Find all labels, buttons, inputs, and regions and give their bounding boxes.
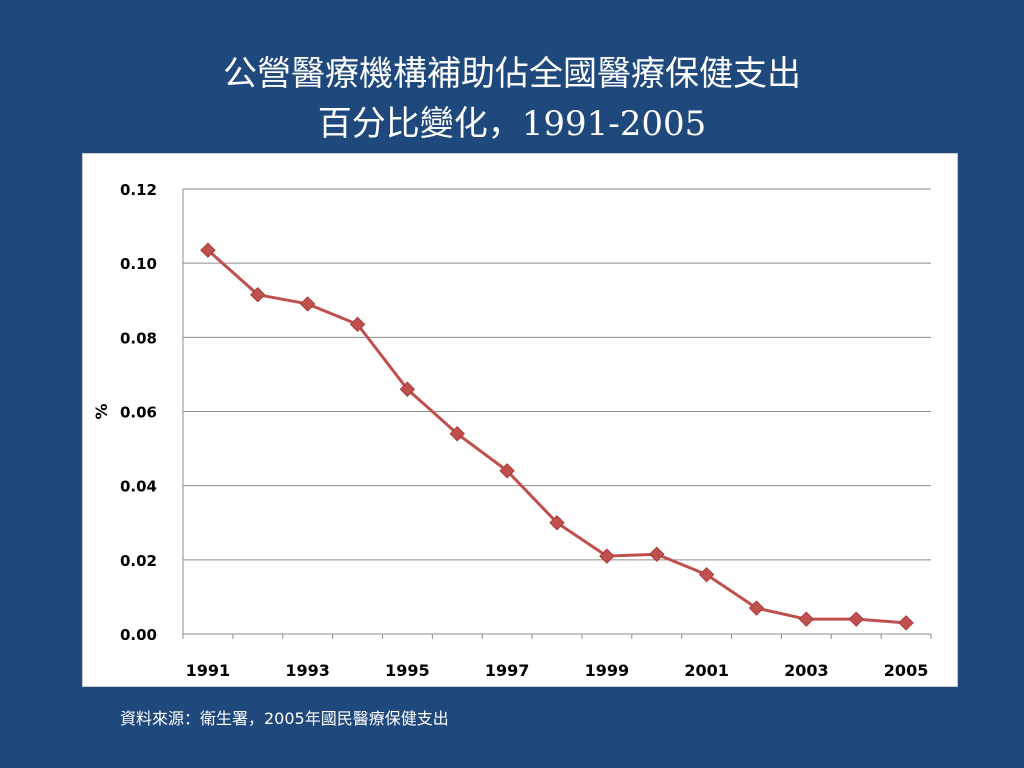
data-point-1992 — [250, 286, 266, 303]
data-point-1993 — [299, 296, 316, 312]
x-tick-label: 1991 — [186, 661, 231, 680]
data-point-1998 — [549, 515, 565, 531]
data-point-2005 — [898, 615, 914, 631]
data-point-1994 — [349, 316, 366, 333]
x-tick-label: 2003 — [784, 661, 829, 680]
y-tick-label: 0.02 — [120, 552, 157, 570]
y-tick-label: 0.12 — [120, 181, 157, 199]
line-chart: 0.00 0.02 0.04 0.06 0.08 0.10 0.12% 1991 1993 199… — [92, 181, 932, 680]
data-point-2000 — [649, 546, 665, 562]
y-axis-label: % — [92, 403, 111, 419]
y-tick-label: 0.00 — [120, 626, 157, 644]
data-point-1997 — [499, 463, 515, 479]
chart-panel: 0.00 0.02 0.04 0.06 0.08 0.10 0.12% 1991 1993 199… — [82, 153, 958, 687]
x-tick-label: 1999 — [585, 661, 630, 680]
data-point-2002 — [748, 600, 765, 616]
x-tick-label: 2005 — [884, 661, 929, 680]
data-point-1996 — [449, 426, 465, 442]
x-tick-label: 1997 — [485, 661, 530, 680]
data-point-1999 — [599, 548, 615, 564]
source-note: 資料來源：衛生署，2005年國民醫療保健支出 — [120, 709, 449, 728]
y-tick-label: 0.06 — [120, 404, 157, 422]
y-tick-label: 0.08 — [120, 329, 157, 347]
slide-title-line-1: 公營醫療機構補助佔全國醫療保健支出 — [223, 54, 801, 94]
y-tick-label: 0.04 — [120, 478, 157, 496]
data-point-2001 — [698, 566, 715, 583]
x-tick-label: 1993 — [285, 661, 330, 680]
y-tick-label: 0.10 — [120, 255, 157, 273]
x-tick-label: 2001 — [684, 661, 729, 680]
slide-title-line-2: 百分比變化，1991-2005 — [317, 104, 707, 144]
x-tick-label: 1995 — [385, 661, 430, 680]
data-point-1991 — [200, 242, 216, 258]
data-point-1995 — [399, 381, 416, 397]
data-point-2004 — [848, 611, 864, 627]
data-point-2003 — [798, 611, 815, 627]
